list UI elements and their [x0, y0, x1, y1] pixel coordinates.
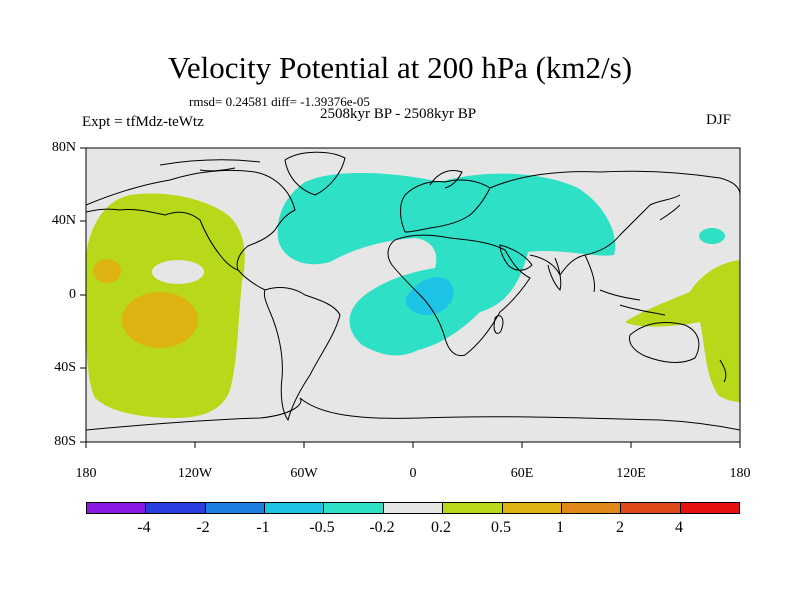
colorbar-label: 1	[556, 519, 564, 536]
chart-title: Velocity Potential at 200 hPa (km2/s)	[167, 50, 633, 85]
colorbar-swatch	[383, 503, 444, 513]
colorbar-label: 4	[675, 519, 683, 536]
colorbar-swatch	[265, 503, 325, 513]
lon-label-180w: 180	[75, 466, 97, 481]
negative-anomaly-pacific-small	[699, 228, 725, 244]
neutral-gap-pacific	[152, 260, 204, 284]
positive-anomaly-core-central-pacific	[122, 292, 198, 348]
coast-southeast-asia	[584, 254, 666, 316]
colorbar-swatch	[680, 503, 739, 513]
lon-label-60e: 60E	[510, 466, 534, 481]
colorbar-swatch	[443, 503, 503, 513]
lat-label-40s: 40S	[54, 360, 76, 375]
lon-label-180e: 180	[729, 466, 751, 481]
period-text: 2508kyr BP - 2508kyr BP	[320, 106, 477, 122]
coastlines	[86, 151, 740, 431]
coast-asia	[489, 170, 740, 276]
coast-madagascar	[493, 315, 504, 334]
lat-label-40n: 40N	[51, 213, 76, 228]
coast-new-zealand	[719, 359, 727, 383]
lat-label-80n: 80N	[51, 140, 76, 155]
colorbar-swatch	[621, 503, 681, 513]
lon-label-0: 0	[409, 466, 417, 481]
colorbar-label: -4	[137, 519, 151, 536]
coast-australia	[629, 322, 700, 363]
coast-india	[547, 257, 562, 291]
tick-marks	[80, 147, 741, 448]
coast-antarctica	[86, 397, 740, 431]
colorbar-label: -0.5	[309, 519, 335, 536]
coast-south-america	[263, 287, 341, 422]
colorbar-label: -2	[196, 519, 210, 536]
colorbar-label: -1	[256, 519, 270, 536]
colorbar-swatch	[324, 503, 384, 513]
coast-central-america	[237, 269, 266, 291]
colorbar-label: 2	[616, 519, 624, 536]
colorbar-swatch	[502, 503, 562, 513]
coast-africa	[387, 234, 531, 357]
coast-japan	[659, 204, 681, 221]
colorbar-swatch	[87, 503, 147, 513]
coast-greenland	[284, 151, 346, 196]
colorbar-swatch	[205, 503, 266, 513]
lon-label-60w: 60W	[290, 466, 318, 481]
positive-anomaly-core-north-pacific	[93, 259, 121, 283]
negative-anomaly-core-africa	[405, 276, 454, 316]
colorbar-swatch	[146, 503, 206, 513]
experiment-label: Expt = tfMdz-teWtz	[82, 114, 204, 130]
negative-anomaly-eurasia-atlantic	[277, 172, 616, 356]
coast-arabia	[499, 244, 533, 271]
season-label: DJF	[706, 112, 732, 128]
lat-label-0: 0	[69, 287, 76, 302]
colorbar-swatch	[561, 503, 622, 513]
coast-canada-arctic	[159, 159, 261, 172]
lat-label-80s: 80S	[54, 434, 76, 449]
lon-label-120w: 120W	[177, 466, 213, 481]
coast-scandinavia	[429, 170, 463, 189]
positive-anomaly-west-pacific	[625, 260, 740, 402]
colorbar-label: -0.2	[369, 519, 395, 536]
lon-label-120e: 120E	[616, 466, 646, 481]
colorbar-label: 0.5	[491, 519, 511, 536]
colorbar	[86, 502, 740, 514]
stats-text: rmsd= 0.24581 diff= -1.39376e-05	[189, 94, 370, 109]
colorbar-label: 0.2	[431, 519, 451, 536]
